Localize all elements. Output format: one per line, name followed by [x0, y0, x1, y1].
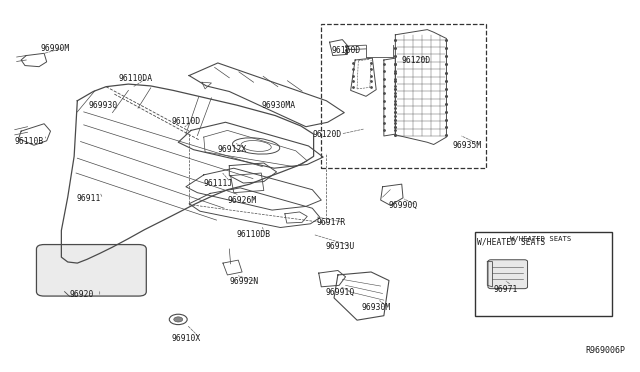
Text: 96110B: 96110B — [15, 137, 44, 146]
Text: 96971: 96971 — [493, 285, 517, 294]
Text: 969930: 969930 — [89, 102, 118, 110]
Text: 96912X: 96912X — [218, 145, 247, 154]
Text: 96935M: 96935M — [453, 141, 482, 151]
Text: 96990Q: 96990Q — [389, 201, 418, 210]
Text: 96160D: 96160D — [332, 46, 361, 55]
Text: 96110DB: 96110DB — [237, 230, 271, 240]
Text: W/HEATED SEATS: W/HEATED SEATS — [510, 235, 572, 242]
Text: 96930M: 96930M — [362, 303, 391, 312]
Bar — [321, 24, 486, 168]
Text: R969006P: R969006P — [585, 346, 625, 355]
Text: 96917R: 96917R — [317, 218, 346, 227]
Text: 96120D: 96120D — [402, 56, 431, 65]
Text: 96913U: 96913U — [325, 241, 355, 250]
Text: 96911: 96911 — [76, 195, 100, 203]
Text: 96111J: 96111J — [204, 179, 233, 187]
Bar — [474, 232, 612, 317]
FancyBboxPatch shape — [488, 260, 527, 289]
Text: W/HEATED SEATS: W/HEATED SEATS — [477, 238, 546, 247]
Circle shape — [173, 317, 182, 322]
Text: 96990M: 96990M — [40, 44, 70, 52]
Text: 96120D: 96120D — [312, 130, 342, 140]
FancyBboxPatch shape — [36, 244, 147, 296]
Text: 96992N: 96992N — [229, 277, 259, 286]
Text: 96991Q: 96991Q — [325, 288, 355, 297]
Text: 96910X: 96910X — [172, 334, 201, 343]
Text: 96926M: 96926M — [227, 196, 257, 205]
Text: 96930MA: 96930MA — [261, 101, 296, 110]
Text: 96110DA: 96110DA — [119, 74, 153, 83]
Text: 96920: 96920 — [70, 290, 94, 299]
Text: 96110D: 96110D — [172, 118, 201, 126]
